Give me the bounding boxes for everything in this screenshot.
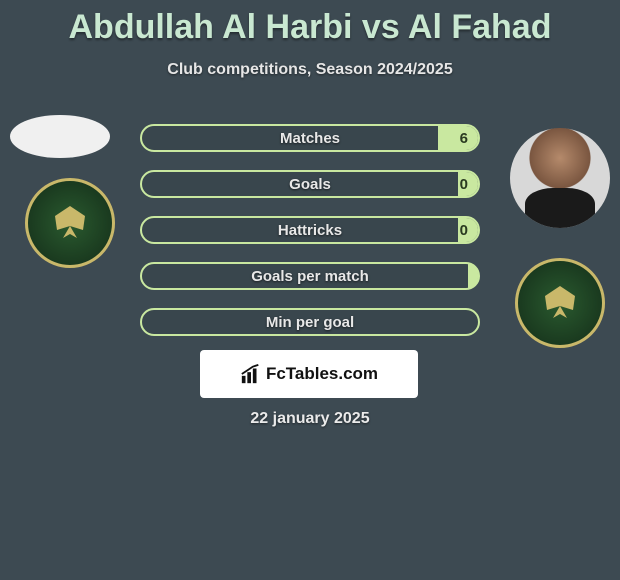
brand-logo[interactable]: FcTables.com xyxy=(200,350,418,398)
stat-label: Hattricks xyxy=(278,222,342,239)
brand-text: FcTables.com xyxy=(266,364,378,384)
stat-row: Hattricks 0 xyxy=(140,216,480,244)
page-title: Abdullah Al Harbi vs Al Fahad xyxy=(0,0,620,47)
eagle-icon xyxy=(45,198,95,248)
stat-fill-right xyxy=(468,264,478,288)
competition-subtitle: Club competitions, Season 2024/2025 xyxy=(0,61,620,79)
stat-label: Goals per match xyxy=(251,268,369,285)
stat-row: Goals 0 xyxy=(140,170,480,198)
stat-value-right: 0 xyxy=(460,218,468,242)
player-right-club-badge xyxy=(515,258,605,348)
stat-value-right: 0 xyxy=(460,172,468,196)
stats-panel: Matches 6 Goals 0 Hattricks 0 Goals per … xyxy=(140,124,480,354)
player-right-avatar xyxy=(510,128,610,228)
stat-row: Matches 6 xyxy=(140,124,480,152)
stat-label: Matches xyxy=(280,130,340,147)
stat-value-right: 6 xyxy=(460,126,468,150)
stat-label: Goals xyxy=(289,176,331,193)
snapshot-date: 22 january 2025 xyxy=(0,410,620,428)
player-left-avatar xyxy=(10,115,110,158)
stat-label: Min per goal xyxy=(266,314,354,331)
stat-row: Min per goal xyxy=(140,308,480,336)
stat-row: Goals per match xyxy=(140,262,480,290)
player-left-club-badge xyxy=(25,178,115,268)
stat-fill-right xyxy=(438,126,478,150)
bar-chart-icon xyxy=(240,363,262,385)
eagle-icon xyxy=(535,278,585,328)
